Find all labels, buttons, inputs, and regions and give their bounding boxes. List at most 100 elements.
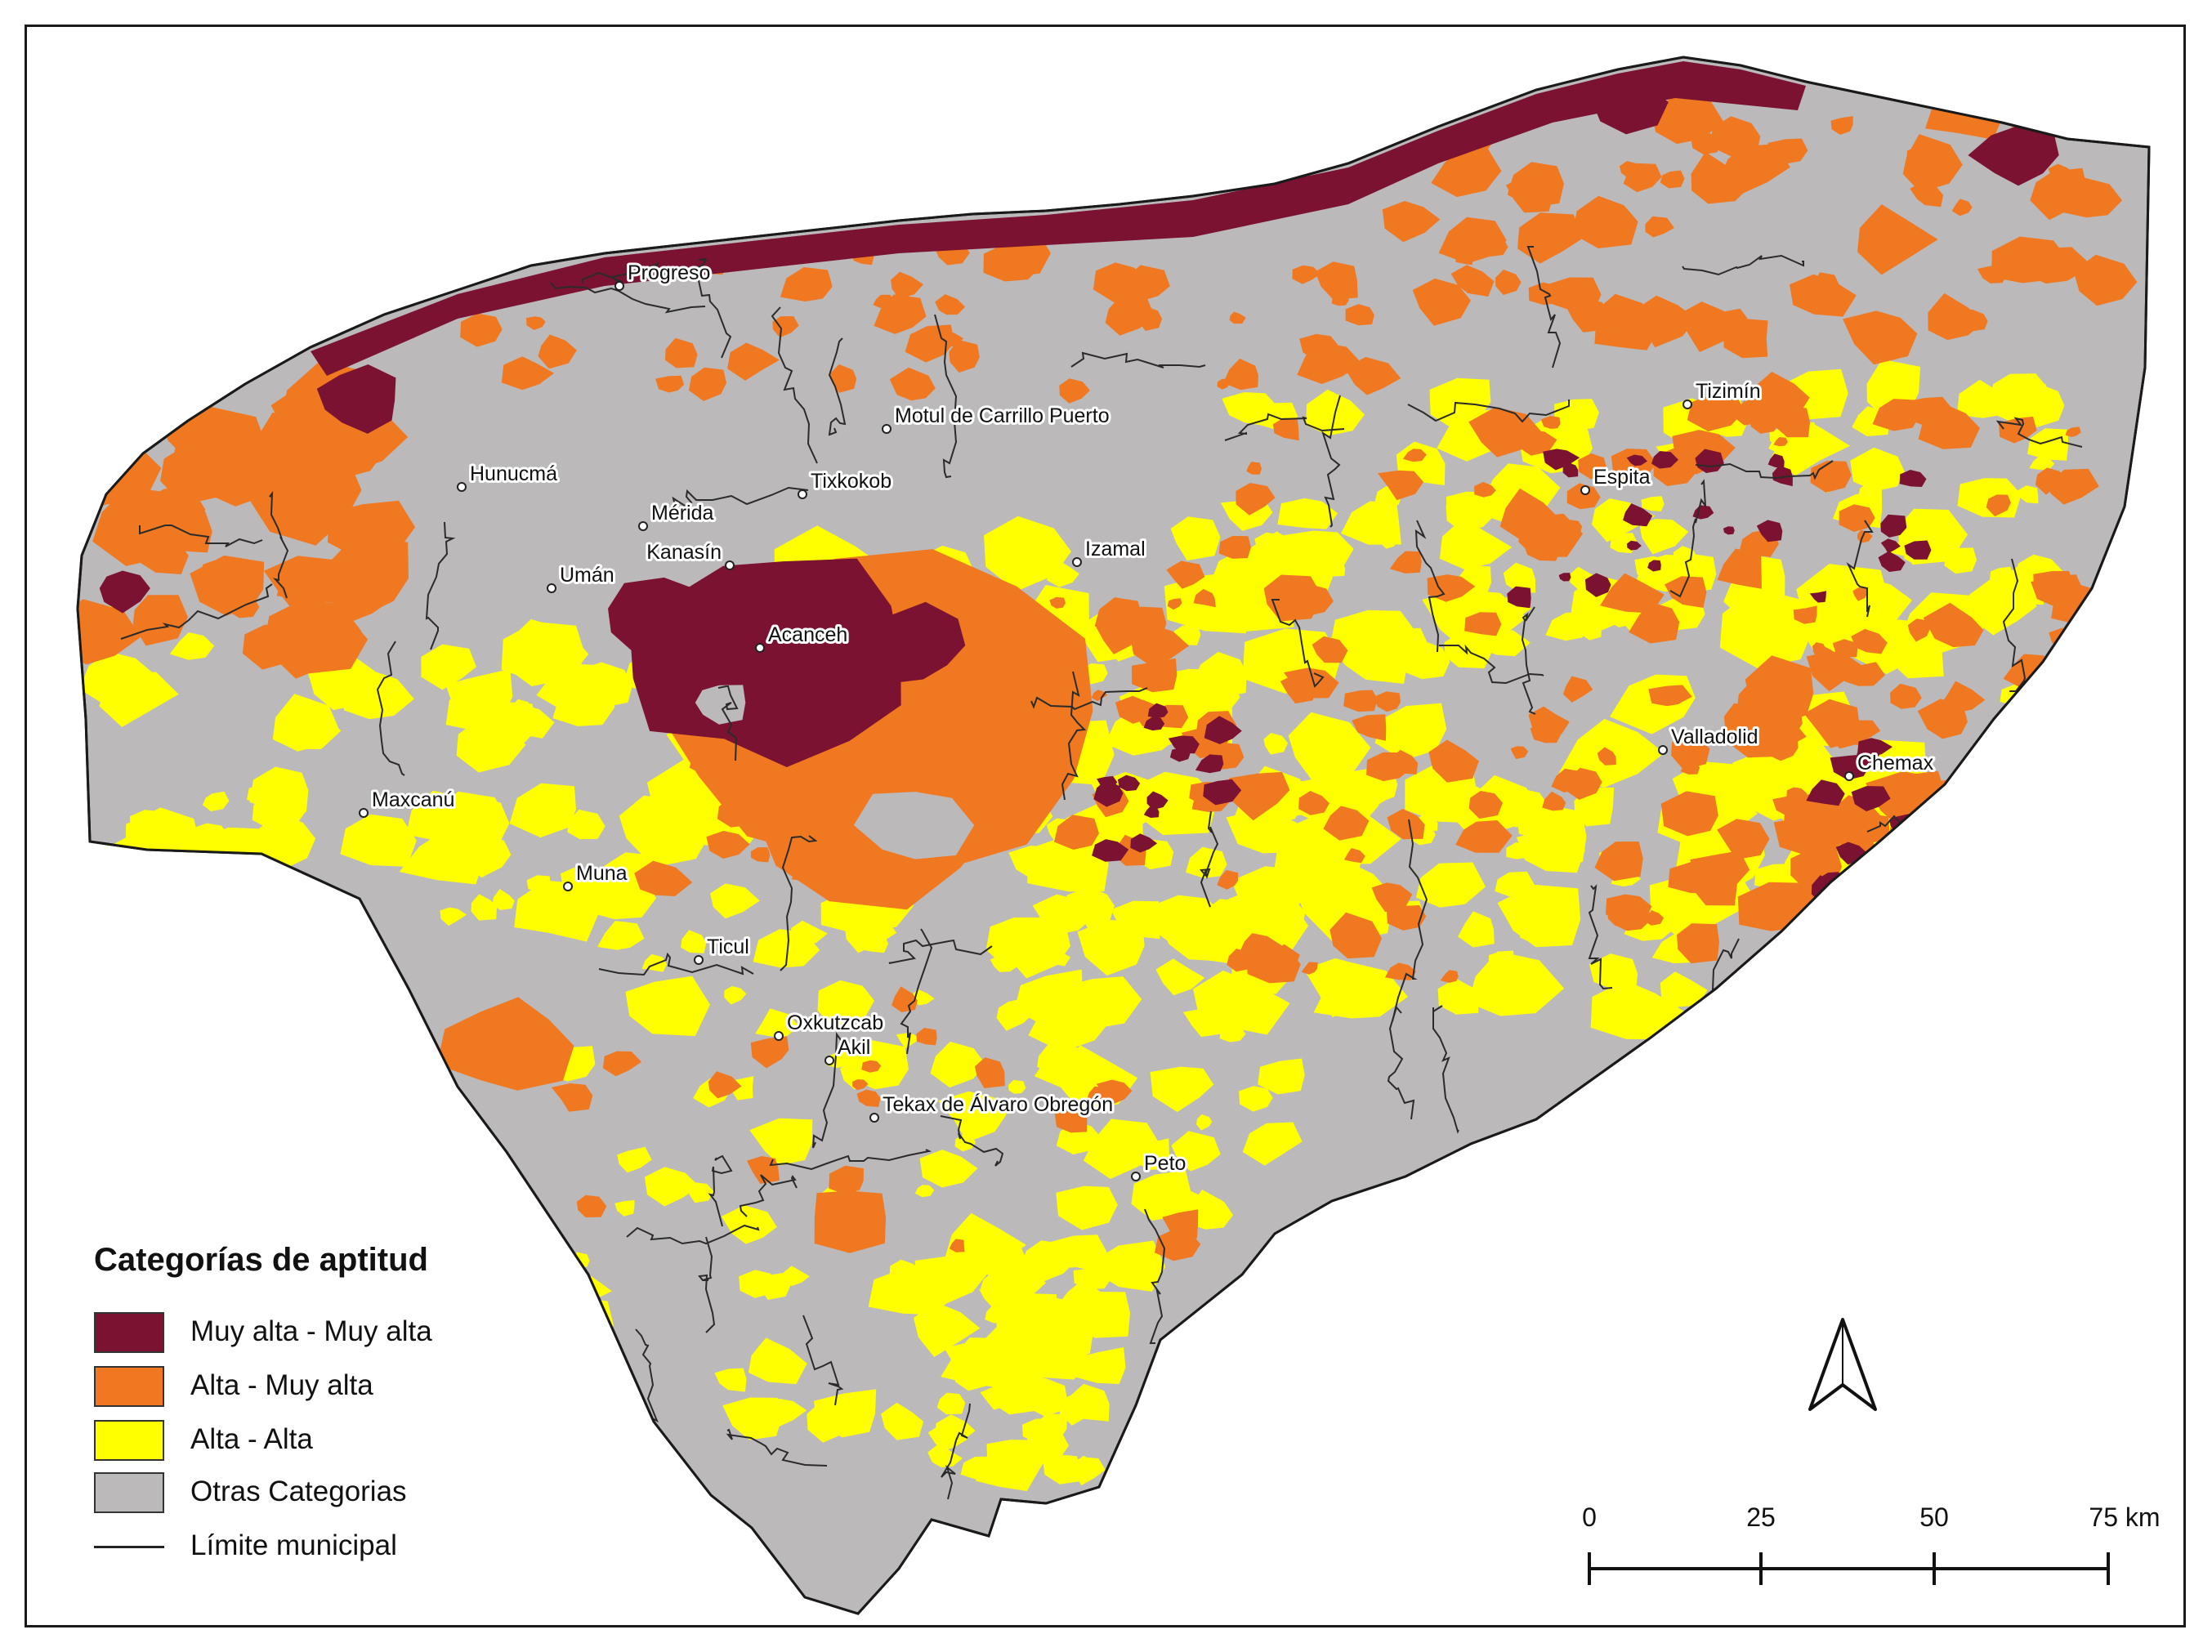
municipal-boundary-line <box>1682 254 1804 276</box>
suitability-patch <box>1171 1131 1221 1172</box>
city-label: Espita <box>1593 466 1651 489</box>
state-outline <box>76 56 2151 1615</box>
scale-tick-75: 75 km <box>2089 1502 2160 1532</box>
suitability-patch <box>1203 779 1242 806</box>
suitability-patch <box>1841 662 1885 686</box>
suitability-patch <box>340 814 417 867</box>
suitability-patch <box>1146 791 1169 810</box>
municipal-boundary-line <box>1995 417 2083 448</box>
suitability-patch <box>1378 470 1424 501</box>
suitability-patch <box>1647 560 1661 572</box>
city-marker: Tekax de Álvaro Obregón <box>869 1090 1115 1123</box>
suitability-patch <box>1083 1118 1162 1179</box>
suitability-patch <box>1843 720 1881 746</box>
suitability-patch <box>727 342 780 381</box>
suitability-patch <box>1446 491 1498 524</box>
suitability-patch <box>99 570 150 614</box>
city-label: Tixkokob <box>811 470 892 493</box>
suitability-patch <box>1003 1315 1043 1349</box>
suitability-patch <box>1069 1292 1130 1338</box>
suitability-patch <box>1665 576 1707 608</box>
suitability-patch <box>1027 835 1109 892</box>
suitability-patch <box>1437 79 1475 114</box>
city-marker: Kanasín <box>644 538 735 570</box>
suitability-patch <box>1195 754 1224 774</box>
municipal-boundary-line <box>1271 599 1325 688</box>
city-marker: Tixkokob <box>798 467 894 499</box>
municipal-boundary-line <box>695 258 732 359</box>
legend-swatch <box>94 1366 164 1407</box>
municipal-boundary-line <box>1669 479 1707 598</box>
suitability-patch <box>914 1302 981 1357</box>
municipal-boundary-line <box>1439 644 1544 685</box>
suitability-patch <box>1193 588 1216 608</box>
city-point-icon <box>563 882 573 891</box>
legend-label: Muy alta - Muy alta <box>190 1315 432 1347</box>
suitability-patch <box>1886 863 1973 919</box>
suitability-patch <box>1717 819 1770 860</box>
suitability-patch <box>263 600 362 679</box>
suitability-patch <box>1562 462 1579 478</box>
suitability-patch <box>1695 449 1724 473</box>
city-point-icon <box>725 560 735 570</box>
suitability-patch <box>1028 993 1112 1052</box>
city-marker: Ticul <box>694 933 752 965</box>
suitability-patch <box>1402 449 1427 462</box>
suitability-patch <box>1150 1066 1214 1113</box>
suitability-patch <box>405 790 474 848</box>
suitability-patch <box>1275 944 1300 964</box>
suitability-patch <box>710 883 760 919</box>
municipal-boundary-line <box>1931 1217 2031 1242</box>
suitability-patch <box>1155 1229 1201 1261</box>
suitability-patch <box>1277 498 1338 529</box>
suitability-patch <box>706 830 750 859</box>
suitability-patch <box>190 823 229 851</box>
suitability-patch <box>1301 962 1318 975</box>
suitability-patch <box>1899 997 1968 1039</box>
suitability-patch <box>1899 470 1927 487</box>
suitability-patch <box>739 1270 779 1298</box>
suitability-patch <box>1566 483 1601 510</box>
municipal-boundary-line <box>941 1403 971 1500</box>
suitability-patch <box>1012 632 1057 671</box>
suitability-patch <box>891 271 923 300</box>
city-marker: Chemax <box>1844 749 1937 781</box>
suitability-patch <box>1292 583 1334 616</box>
suitability-patch <box>1046 560 1079 587</box>
suitability-patch <box>1437 978 1479 1015</box>
suitability-patch <box>1050 1246 1085 1268</box>
suitability-patch <box>1077 919 1145 976</box>
suitability-patch <box>1378 533 1397 549</box>
suitability-patch <box>501 356 554 391</box>
city-point-icon <box>824 1056 834 1065</box>
suitability-patch <box>1893 637 1918 657</box>
municipal-boundary-line <box>1061 671 1087 801</box>
city-point-icon <box>1580 485 1590 495</box>
suitability-patch <box>1389 551 1422 574</box>
municipal-boundary-line <box>1526 246 1562 368</box>
suitability-patch <box>753 929 820 968</box>
city-point-icon <box>614 281 624 291</box>
suitability-patch <box>1540 416 1561 429</box>
suitability-patch <box>1374 691 1401 712</box>
municipal-boundary-line <box>626 1224 760 1245</box>
suitability-patch <box>1343 690 1378 712</box>
suitability-patch <box>1906 145 1938 171</box>
suitability-patch <box>551 1083 593 1112</box>
suitability-patch <box>1218 536 1251 559</box>
suitability-patch <box>1063 1383 1110 1422</box>
suitability-patch <box>1371 882 1413 913</box>
suitability-patch <box>1592 78 1669 135</box>
suitability-patch <box>1464 612 1502 636</box>
suitability-patch <box>1225 1296 1254 1320</box>
suitability-patch <box>1772 465 1793 487</box>
suitability-patch <box>1925 847 2013 914</box>
city-point-icon <box>1131 1172 1141 1181</box>
suitability-patch <box>1091 690 1108 702</box>
suitability-patch <box>1254 532 1284 557</box>
suitability-patch <box>1648 685 1692 707</box>
city-marker: Umán <box>547 561 617 593</box>
suitability-patch <box>1665 445 1705 475</box>
city-marker: Progreso <box>614 259 713 291</box>
